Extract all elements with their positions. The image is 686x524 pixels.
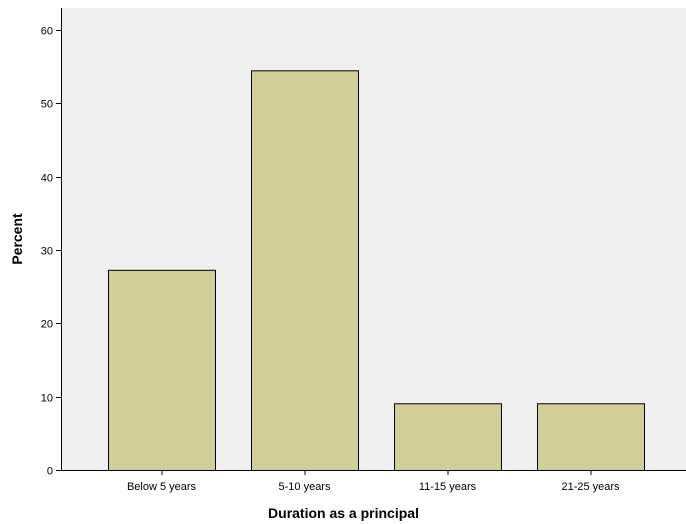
bars-group [108, 70, 645, 471]
y-tick-label: 0 [47, 466, 53, 478]
y-tick-label: 20 [41, 319, 53, 331]
y-tick-label: 30 [41, 246, 53, 258]
bar-11-15-years [394, 403, 502, 471]
x-tick-label: Below 5 years [127, 481, 197, 493]
y-axis: 0 10 20 30 40 50 60 [41, 8, 62, 478]
y-tick-label: 60 [41, 26, 53, 38]
x-axis: Below 5 years 5-10 years 11-15 years 21-25 … [61, 470, 686, 493]
x-tick-label: 11-15 years [419, 481, 477, 493]
x-tick-label: 21-25 years [561, 481, 620, 493]
x-axis-title: Duration as a principal [268, 505, 419, 521]
bar-5-10-years [251, 70, 359, 471]
y-tick-label: 10 [41, 393, 53, 405]
y-axis-title: Percent [9, 213, 25, 265]
bar-21-25-years [537, 403, 645, 471]
y-tick-label: 50 [41, 99, 53, 111]
y-tick-label: 40 [41, 173, 53, 185]
bar-below-5-years [108, 269, 216, 471]
x-tick-label: 5-10 years [279, 481, 331, 493]
